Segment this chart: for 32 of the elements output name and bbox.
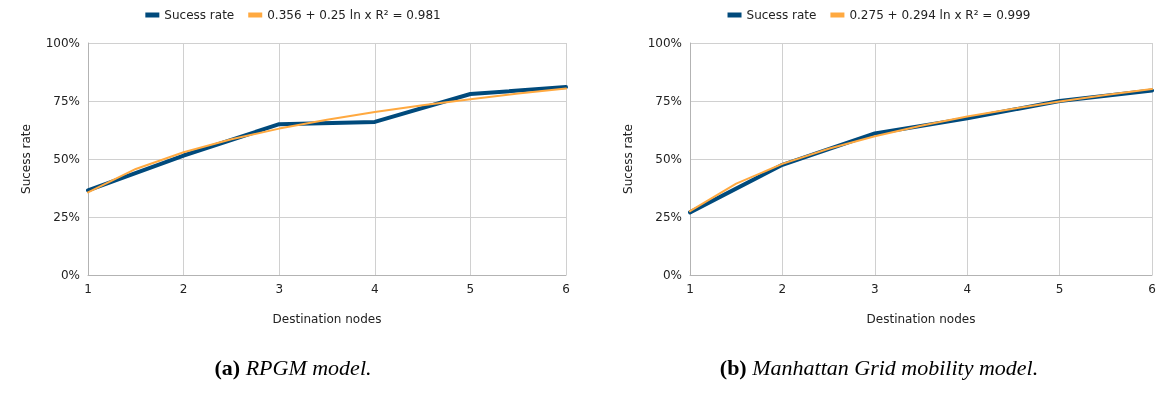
x-tick-label: 1: [686, 282, 694, 296]
y-tick-label: 50%: [53, 152, 80, 166]
x-tick-label: 4: [963, 282, 972, 296]
y-tick-label: 25%: [53, 210, 80, 224]
x-tick-label: 4: [370, 282, 379, 296]
legend-label: 0.275 + 0.294 ln x R² = 0.999: [849, 8, 1031, 22]
x-tick-label: 5: [466, 282, 475, 296]
x-tick-label: 1: [84, 282, 92, 296]
x-tick-label: 2: [778, 282, 787, 296]
x-tick-label: 3: [870, 282, 879, 296]
x-tick-label: 6: [1148, 282, 1156, 296]
legend-label: Sucess rate: [164, 8, 235, 22]
y-tick-label: 100%: [647, 36, 682, 50]
x-axis-title: Destination nodes: [866, 312, 976, 326]
y-tick-label: 25%: [655, 210, 682, 224]
y-tick-label: 75%: [53, 94, 80, 108]
y-axis-title: Sucess rate: [19, 124, 33, 194]
text: (a) RPGM model.: [214, 355, 372, 380]
y-tick-label: 0%: [60, 268, 80, 282]
x-tick-label: 5: [1055, 282, 1064, 296]
x-axis-title: Destination nodes: [272, 312, 382, 326]
x-tick-label: 3: [275, 282, 284, 296]
y-tick-label: 0%: [662, 268, 682, 282]
y-tick-label: 75%: [655, 94, 682, 108]
y-axis-title: Sucess rate: [621, 124, 635, 194]
y-tick-label: 50%: [655, 152, 682, 166]
x-tick-label: 6: [562, 282, 570, 296]
legend-label: 0.356 + 0.25 ln x R² = 0.981: [267, 8, 441, 22]
x-tick-label: 2: [179, 282, 188, 296]
text: (b) Manhattan Grid mobility model.: [719, 355, 1039, 380]
legend-label: Sucess rate: [746, 8, 817, 22]
y-tick-label: 100%: [45, 36, 80, 50]
